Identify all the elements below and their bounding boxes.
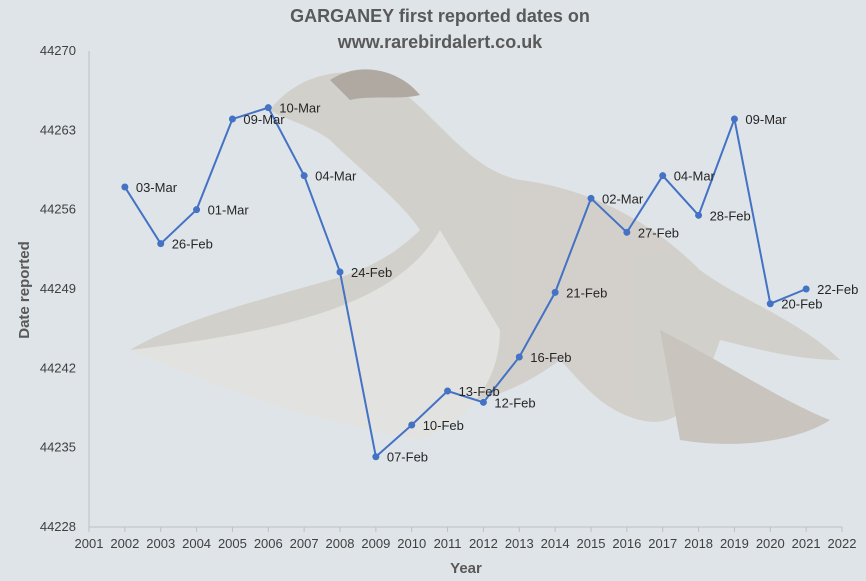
data-label: 27-Feb <box>638 225 679 240</box>
x-tick-label: 2001 <box>75 536 104 551</box>
x-tick-label: 2014 <box>541 536 570 551</box>
data-label: 09-Mar <box>243 112 285 127</box>
x-tick-label: 2009 <box>361 536 390 551</box>
data-point <box>730 115 738 123</box>
data-point <box>300 172 308 180</box>
x-tick-label: 2007 <box>290 536 319 551</box>
data-point <box>408 421 416 429</box>
data-point <box>587 194 595 202</box>
data-label: 01-Mar <box>208 203 250 218</box>
x-tick-label: 2012 <box>469 536 498 551</box>
data-point <box>623 228 631 236</box>
data-label: 02-Mar <box>602 191 644 206</box>
x-tick-label: 2011 <box>434 536 462 551</box>
data-label: 24-Feb <box>351 265 392 280</box>
data-label: 04-Mar <box>315 169 357 184</box>
data-point <box>515 353 523 361</box>
data-label: 10-Feb <box>423 418 464 433</box>
x-tick-label: 2004 <box>182 536 211 551</box>
data-point <box>659 172 667 180</box>
data-label: 09-Mar <box>745 112 787 127</box>
y-axis-ticks: 44228 44235 44242 44249 44256 44263 44270 <box>40 43 76 534</box>
data-label: 12-Feb <box>494 395 535 410</box>
data-point <box>766 300 774 308</box>
x-tick-label: 2013 <box>505 536 534 551</box>
x-tick-label: 2003 <box>146 536 175 551</box>
y-tick-label: 44235 <box>40 440 76 455</box>
x-axis-ticks: 2001 2002 2003 2004 2005 2006 2007 2008 2009 2010… <box>75 527 857 551</box>
chart-title-line-2: www.rarebirdalert.co.uk <box>337 32 543 52</box>
data-label: 07-Feb <box>387 450 428 465</box>
x-tick-label: 2019 <box>720 536 749 551</box>
x-tick-label: 2006 <box>254 536 283 551</box>
axes <box>88 51 842 528</box>
y-tick-label: 44242 <box>40 360 76 375</box>
chart-title-line-1: GARGANEY first reported dates on <box>290 6 590 26</box>
data-point <box>264 104 272 112</box>
data-label: 10-Mar <box>279 101 321 116</box>
x-tick-label: 2002 <box>110 536 139 551</box>
data-labels: 03-Mar26-Feb01-Mar09-Mar10-Mar04-Mar24-F… <box>136 101 858 465</box>
data-label: 13-Feb <box>459 384 500 399</box>
y-axis-title: Date reported <box>16 241 33 339</box>
data-point <box>228 115 236 123</box>
y-tick-label: 44263 <box>40 122 76 137</box>
data-label: 03-Mar <box>136 180 178 195</box>
x-tick-label: 2020 <box>756 536 785 551</box>
duck-photo-background <box>130 69 840 444</box>
y-tick-label: 44249 <box>40 281 76 296</box>
y-tick-label: 44270 <box>40 43 76 58</box>
data-point <box>479 398 487 406</box>
x-tick-label: 2016 <box>612 536 641 551</box>
data-label: 21-Feb <box>566 285 607 300</box>
data-point <box>336 268 344 276</box>
y-tick-label: 44228 <box>40 519 76 534</box>
data-point <box>372 453 380 461</box>
data-point <box>551 288 559 296</box>
data-point <box>695 211 703 219</box>
series-line <box>124 106 807 459</box>
data-point <box>121 183 129 191</box>
y-tick-label: 44256 <box>40 202 76 217</box>
data-label: 28-Feb <box>710 208 751 223</box>
x-tick-label: 2008 <box>326 536 355 551</box>
data-label: 04-Mar <box>674 169 716 184</box>
data-points <box>121 104 810 461</box>
x-tick-label: 2022 <box>828 536 857 551</box>
data-label: 22-Feb <box>817 282 858 297</box>
data-label: 16-Feb <box>530 350 571 365</box>
x-tick-label: 2005 <box>218 536 247 551</box>
data-label: 20-Feb <box>781 297 822 312</box>
x-tick-label: 2010 <box>397 536 426 551</box>
x-tick-label: 2021 <box>792 536 821 551</box>
data-label: 26-Feb <box>172 237 213 252</box>
x-tick-label: 2018 <box>684 536 713 551</box>
x-tick-label: 2017 <box>648 536 677 551</box>
data-point <box>802 285 810 293</box>
data-point <box>444 387 452 395</box>
x-axis-title: Year <box>450 560 482 577</box>
x-tick-label: 2015 <box>577 536 606 551</box>
data-point <box>157 240 165 248</box>
data-point <box>193 206 201 214</box>
